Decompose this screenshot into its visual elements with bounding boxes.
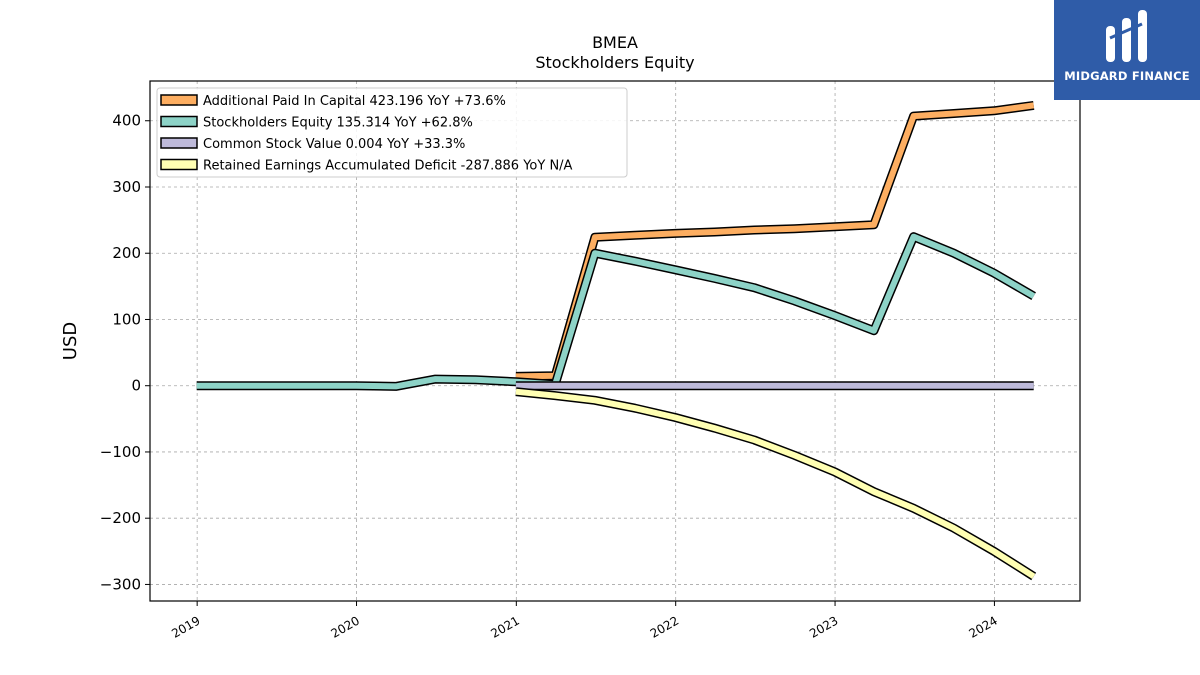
- series-outline: [515, 387, 1037, 581]
- legend-label: Common Stock Value 0.004 YoY +33.3%: [203, 137, 465, 152]
- midgard-logo-icon: [1106, 10, 1147, 62]
- y-tick-label: 0: [131, 377, 141, 395]
- chart-subtitle: Stockholders Equity: [535, 53, 694, 72]
- x-tick-label: 2022: [648, 613, 681, 640]
- series-line: [515, 388, 1036, 579]
- chart-title: BMEA: [592, 33, 638, 52]
- x-tick-label: 2020: [329, 613, 362, 640]
- y-axis-label: USD: [60, 322, 81, 360]
- y-tick-label: −200: [100, 509, 141, 527]
- y-tick-label: −300: [100, 575, 141, 593]
- legend-label: Additional Paid In Capital 423.196 YoY +…: [203, 94, 506, 109]
- x-tick-label: 2021: [488, 613, 521, 640]
- y-tick-label: 100: [112, 310, 141, 328]
- legend-swatch: [160, 115, 198, 128]
- brand-logo: MIDGARD FINANCE: [1054, 0, 1200, 100]
- legend-swatch: [160, 94, 198, 106]
- y-tick-label: 200: [112, 244, 141, 262]
- legend-box: [156, 87, 628, 178]
- x-tick-label: 2024: [966, 613, 999, 640]
- logo-text: MIDGARD FINANCE: [1064, 69, 1190, 83]
- series-line: [515, 102, 1035, 380]
- legend-label: Stockholders Equity 135.314 YoY +62.8%: [203, 116, 473, 131]
- x-tick-label: 2019: [169, 613, 202, 640]
- legend-swatch: [160, 137, 198, 149]
- y-tick-label: −100: [100, 443, 141, 461]
- series-line: [196, 233, 1036, 390]
- legend-swatch: [160, 158, 198, 171]
- y-tick-label: 400: [112, 112, 141, 130]
- x-tick-label: 2023: [807, 613, 840, 640]
- legend-label: Retained Earnings Accumulated Deficit -2…: [203, 159, 573, 174]
- plot-frame: [149, 80, 1081, 602]
- y-tick-label: 300: [112, 178, 141, 196]
